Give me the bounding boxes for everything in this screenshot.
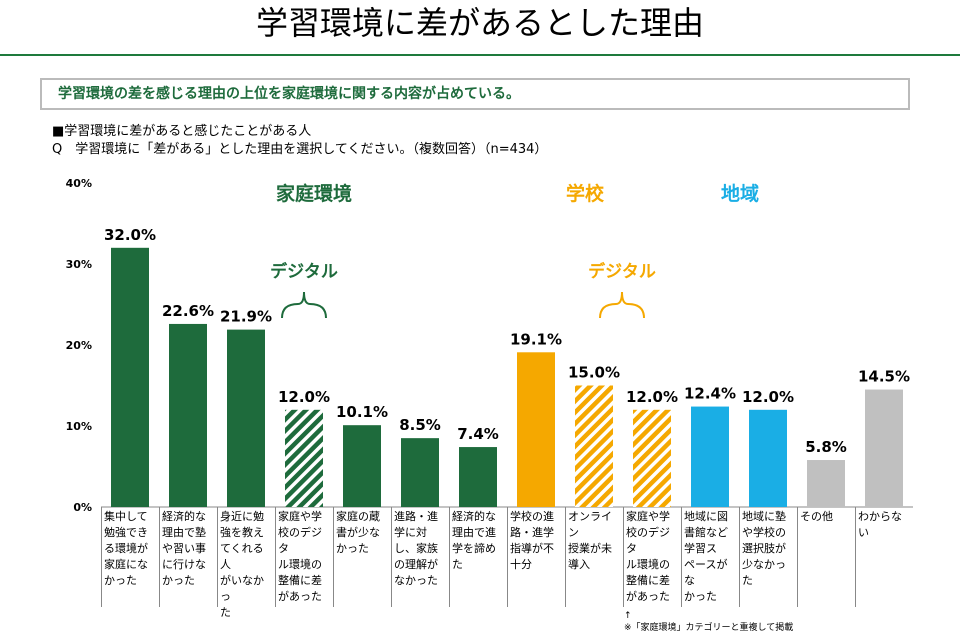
bar (749, 409, 787, 507)
data-label: 7.4% (457, 425, 499, 443)
page-title: 学習環境に差があるとした理由 (255, 4, 704, 42)
bar (227, 329, 265, 507)
digital-label: デジタル (588, 261, 656, 282)
bar (691, 406, 729, 507)
category-label: 地域に図 書館など 学習ス ペースがな かった (684, 510, 728, 603)
bar (517, 352, 555, 507)
category-label: 経済的な 理由で塾 や習い事 に行けな かった (162, 510, 206, 587)
category-label: 家庭や学 校のデジタ ル環境の 整備に差 があった (278, 510, 322, 603)
data-label: 19.1% (510, 330, 562, 348)
category-separator (507, 507, 508, 607)
brace (599, 291, 645, 319)
category-separator (275, 507, 276, 607)
brace (281, 291, 327, 319)
y-tick-label: 0% (73, 501, 92, 514)
category-separator (333, 507, 334, 607)
data-label: 12.0% (278, 388, 330, 406)
category-label: オンライン 授業が未 導入 (568, 510, 612, 571)
category-separator (101, 507, 102, 607)
category-separator (797, 507, 798, 607)
group-label: 地域 (721, 182, 759, 205)
bar (633, 409, 671, 507)
y-tick-label: 10% (66, 420, 92, 433)
data-label: 32.0% (104, 226, 156, 244)
bar (401, 438, 439, 507)
summary-box: 学習環境の差を感じる理由の上位を家庭環境に関する内容が占めている。 (40, 78, 910, 110)
category-label: 家庭や学 校のデジタ ル環境の 整備に差 があった (626, 510, 670, 603)
bar (865, 389, 903, 507)
category-label: 地域に塾 や学校の 選択肢が 少なかった (742, 510, 786, 587)
data-label: 12.0% (742, 388, 794, 406)
question-note: Q 学習環境に「差がある」とした理由を選択してください。（複数回答）（n=434… (52, 142, 548, 157)
category-separator (217, 507, 218, 607)
bar (575, 385, 613, 507)
y-tick-label: 40% (66, 177, 92, 190)
category-separator (391, 507, 392, 607)
group-label: 学校 (566, 182, 605, 205)
footnote: ↑ ※「家庭環境」カテゴリーと重複して掲載 (624, 611, 794, 633)
category-separator (159, 507, 160, 607)
data-label: 8.5% (399, 416, 441, 434)
category-label: 経済的な 理由で進 学を諦め た (452, 510, 496, 571)
category-separator (623, 507, 624, 607)
data-label: 12.4% (684, 385, 736, 403)
y-tick-label: 30% (66, 258, 92, 271)
bar (807, 460, 845, 507)
category-label: 身近に勉 強を教え てくれる人 がいなかっ た (220, 510, 264, 619)
category-separator (681, 507, 682, 607)
bar (459, 447, 497, 507)
bar (169, 323, 207, 507)
title-divider (0, 54, 960, 56)
group-label: 家庭環境 (276, 182, 352, 205)
bar (285, 409, 323, 507)
y-tick-label: 20% (66, 339, 92, 352)
category-label: その他 (800, 510, 833, 523)
data-label: 5.8% (805, 438, 847, 456)
category-label: 家庭の蔵 書が少な かった (336, 510, 380, 555)
category-label: 学校の進 路・進学 指導が不 十分 (510, 510, 554, 571)
category-label: 進路・進 学に対 し、家族 の理解が なかった (394, 510, 438, 587)
category-label: 集中して 勉強でき る環境が 家庭にな かった (104, 510, 148, 587)
category-separator (739, 507, 740, 607)
data-label: 15.0% (568, 364, 620, 382)
data-label: 12.0% (626, 388, 678, 406)
category-separator (565, 507, 566, 607)
data-label: 22.6% (162, 302, 214, 320)
bar (111, 247, 149, 508)
respondent-note: ■学習環境に差があると感じたことがある人 (52, 124, 312, 139)
digital-label: デジタル (270, 261, 338, 282)
category-separator (855, 507, 856, 607)
bar (343, 425, 381, 507)
category-separator (449, 507, 450, 607)
data-label: 10.1% (336, 403, 388, 421)
data-label: 14.5% (858, 368, 910, 386)
data-label: 21.9% (220, 308, 272, 326)
category-label: わからない (858, 510, 902, 539)
